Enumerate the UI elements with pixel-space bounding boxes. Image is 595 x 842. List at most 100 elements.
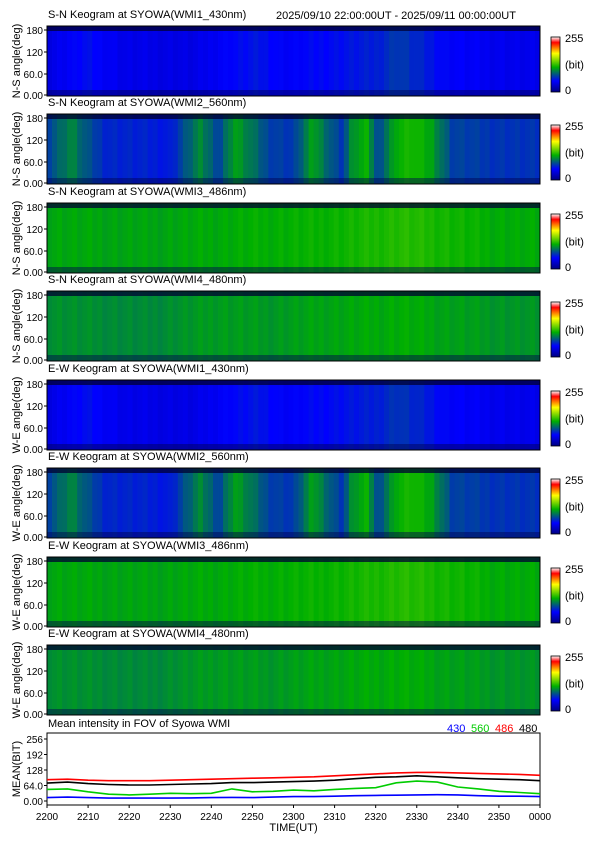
keogram-column [233,557,238,627]
keogram-bottom-band [47,621,540,627]
keogram-column [278,114,283,184]
y-tick-label: 0.00 [24,710,44,721]
keogram-column [102,645,107,715]
keogram-column [248,203,253,273]
keogram-column [133,645,138,715]
colorbar-unit-label: (bit) [565,325,584,337]
keogram-title: E-W Keogram at SYOWA(WMI4_480nm) [48,628,249,640]
colorbar [551,125,560,180]
keogram-column [329,645,334,715]
x-tick-label: 2330 [406,812,429,823]
keogram-column [314,114,319,184]
keogram-column [344,380,349,450]
keogram-column [379,380,384,450]
x-tick-label: 2200 [36,812,59,823]
keogram-column [344,26,349,96]
keogram-column [183,645,188,715]
keogram-column [268,645,273,715]
keogram-column [122,26,127,96]
keogram-column [263,645,268,715]
keogram-column [309,468,314,538]
keogram-column [183,468,188,538]
y-tick-label: 60.0 [24,335,44,346]
keogram-column [359,468,364,538]
keogram-column [399,114,404,184]
keogram-column [168,380,173,450]
keogram-column [304,468,309,538]
keogram-column [228,26,233,96]
keogram-column [495,645,500,715]
keogram-column [122,557,127,627]
keogram-column [47,380,52,450]
keogram-column [304,114,309,184]
y-tick-label: 60.0 [24,70,44,81]
keogram-column [92,557,97,627]
keogram-column [359,203,364,273]
keogram-column [439,557,444,627]
keogram-column [505,291,510,361]
keogram-column [52,645,57,715]
keogram-column [419,291,424,361]
keogram-column [324,26,329,96]
keogram-column [369,380,374,450]
keogram-column [520,645,525,715]
keogram-column [319,114,324,184]
keogram-column [294,645,299,715]
keogram-column [112,114,117,184]
keogram-column [173,26,178,96]
keogram-column [133,557,138,627]
keogram-column [339,26,344,96]
keogram-column [268,114,273,184]
keogram-column [505,26,510,96]
keogram-column [439,468,444,538]
keogram-column [374,557,379,627]
keogram-column [454,114,459,184]
keogram-panel-3: S-N Keogram at SYOWA(WMI3_486nm)18012060… [11,186,584,279]
keogram-column [138,203,143,273]
keogram-column [173,557,178,627]
keogram-column [268,468,273,538]
keogram-column [278,26,283,96]
keogram-column [67,203,72,273]
keogram-column [294,114,299,184]
keogram-column [434,291,439,361]
keogram-column [193,380,198,450]
keogram-column [359,380,364,450]
colorbar-min-label: 0 [565,527,571,539]
keogram-column [465,26,470,96]
keogram-column [359,114,364,184]
keogram-top-band [47,291,540,296]
keogram-column [47,645,52,715]
keogram-column [97,645,102,715]
y-axis-label: MEAN(BIT) [11,741,23,797]
keogram-column [253,380,258,450]
keogram-column [72,557,77,627]
keogram-column [117,203,122,273]
y-tick-label: 180 [26,380,43,391]
keogram-column [47,468,52,538]
keogram-column [163,26,168,96]
keogram-column [218,468,223,538]
keogram-column [454,468,459,538]
keogram-column [500,203,505,273]
keogram-column [107,26,112,96]
keogram-column [409,26,414,96]
keogram-column [314,380,319,450]
keogram-column [268,557,273,627]
keogram-column [122,291,127,361]
keogram-column [299,468,304,538]
keogram-column [112,291,117,361]
keogram-column [434,26,439,96]
keogram-column [419,380,424,450]
keogram-column [57,468,62,538]
keogram-column [409,645,414,715]
colorbar-min-label: 0 [565,439,571,451]
keogram-column [374,645,379,715]
line-chart-title: Mean intensity in FOV of Syowa WMI [48,718,230,730]
keogram-column [223,380,228,450]
keogram-column [82,557,87,627]
keogram-column [465,203,470,273]
keogram-column [384,557,389,627]
keogram-column [465,557,470,627]
keogram-column [228,380,233,450]
